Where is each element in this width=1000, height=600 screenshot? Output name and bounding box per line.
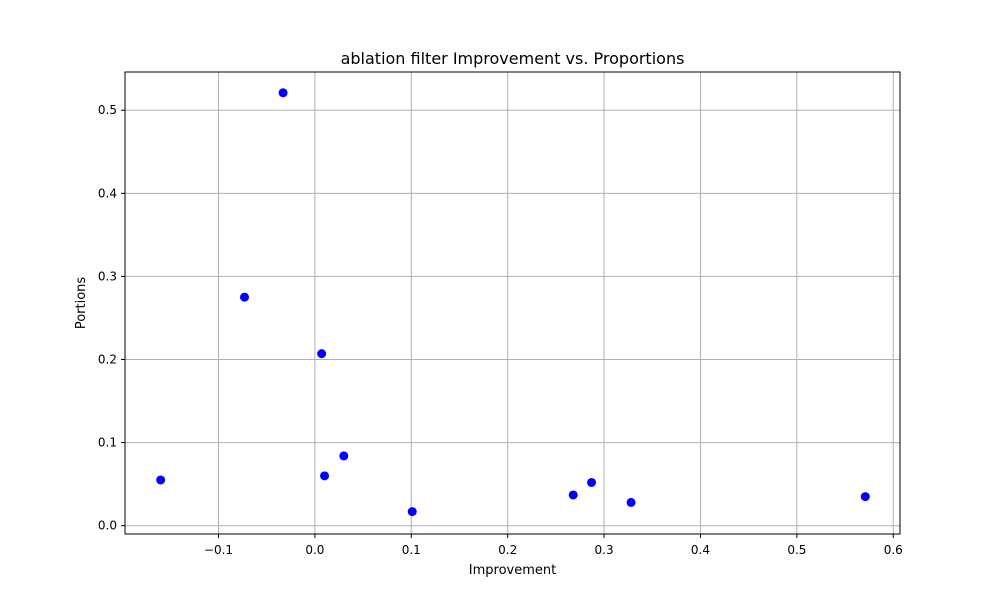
x-tick-label: 0.3 <box>595 543 614 557</box>
x-tick-label: 0.5 <box>787 543 806 557</box>
scatter-point <box>626 497 636 507</box>
y-tick-label: 0.4 <box>98 186 117 200</box>
y-tick-label: 0.3 <box>98 269 117 283</box>
plot-frame <box>124 71 901 535</box>
y-tick-label: 0.5 <box>98 103 117 117</box>
y-axis-ticks: 0.0 0.1 0.2 0.3 0.4 0.5 <box>98 103 125 533</box>
x-tick-label: −0.1 <box>204 543 233 557</box>
chart-title: ablation filter Improvement vs. Proporti… <box>341 49 685 68</box>
data-points <box>156 88 870 517</box>
scatter-point <box>320 471 330 481</box>
scatter-point <box>240 292 250 302</box>
grid-lines <box>125 72 900 534</box>
scatter-point <box>860 492 870 502</box>
y-tick-label: 0.0 <box>98 519 117 533</box>
x-tick-label: 0.1 <box>402 543 421 557</box>
x-axis-ticks: −0.1 0.0 0.1 0.2 0.3 0.4 0.5 0.6 <box>204 534 903 557</box>
x-tick-label: 0.4 <box>691 543 710 557</box>
y-tick-label: 0.2 <box>98 353 117 367</box>
scatter-point <box>407 507 417 517</box>
x-tick-label: 0.0 <box>305 543 324 557</box>
y-tick-label: 0.1 <box>98 436 117 450</box>
y-axis-label: Portions <box>74 277 89 330</box>
scatter-point <box>568 490 578 500</box>
scatter-point <box>317 349 327 359</box>
x-tick-label: 0.6 <box>884 543 903 557</box>
x-axis-label: Improvement <box>469 563 556 578</box>
scatter-point <box>278 88 288 98</box>
scatter-point <box>156 475 166 485</box>
x-tick-label: 0.2 <box>498 543 517 557</box>
plot-background <box>125 72 900 534</box>
scatter-point <box>587 477 597 487</box>
scatter-point <box>339 451 349 461</box>
plot-area <box>124 71 901 535</box>
